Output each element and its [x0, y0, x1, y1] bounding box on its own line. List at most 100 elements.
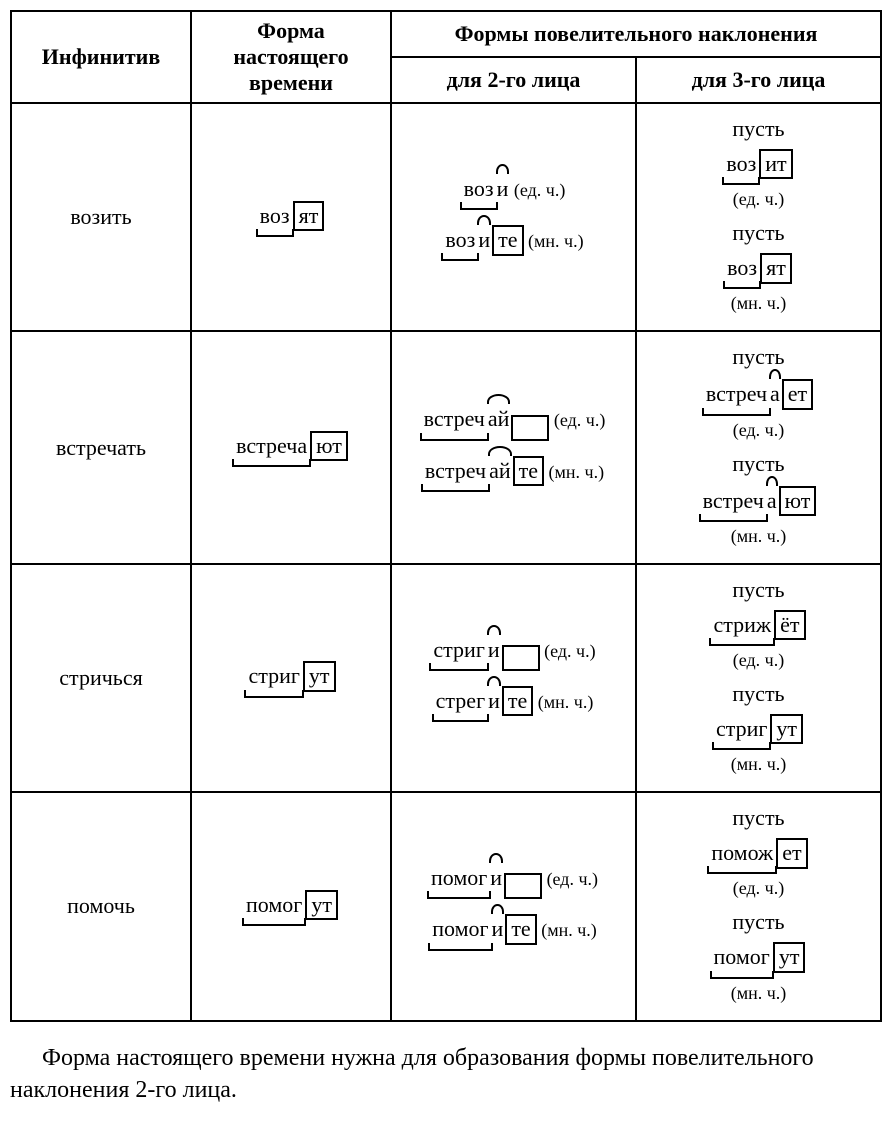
morpheme-suffix: и [477, 220, 491, 257]
morpheme-ending: те [513, 456, 544, 486]
morpheme-suffix: и [487, 630, 501, 667]
morpheme-ending [511, 415, 549, 441]
morpheme-base: воз [725, 250, 759, 289]
cell-present: встречают [191, 331, 391, 563]
cell-infinitive: помочь [11, 792, 191, 1020]
cell-infinitive: возить [11, 103, 191, 331]
morpheme-ending: ут [305, 890, 338, 920]
particle-pust: пусть [732, 116, 784, 141]
number-note: (мн. ч.) [645, 754, 872, 775]
morpheme-ending: ит [759, 149, 792, 179]
cell-present: помогут [191, 792, 391, 1020]
morpheme-base: стрег [434, 683, 487, 722]
morpheme-ending: ёт [774, 610, 805, 640]
number-note: (мн. ч.) [524, 231, 584, 251]
number-note: (ед. ч.) [542, 869, 598, 889]
morpheme-base: встреча [234, 428, 309, 467]
morpheme-base: встреч [704, 376, 769, 415]
number-note: (мн. ч.) [544, 462, 604, 482]
header-2nd-person: для 2-го лица [391, 57, 636, 103]
cell-2nd-person: встречай (ед. ч.)встречайте (мн. ч.) [391, 331, 636, 563]
verb-forms-table: Инфинитив Форма настоящего времени Формы… [10, 10, 882, 1022]
morpheme-ending [502, 645, 540, 671]
particle-pust: пусть [732, 577, 784, 602]
cell-2nd-person: стриги (ед. ч.) стрегите (мн. ч.) [391, 564, 636, 792]
number-note: (ед. ч.) [645, 878, 872, 899]
cell-2nd-person: вози (ед. ч.)возите (мн. ч.) [391, 103, 636, 331]
morpheme-ending [504, 873, 542, 899]
cell-3rd-person: пусть встречает(ед. ч.)пусть встречают(м… [636, 331, 881, 563]
particle-pust: пусть [732, 681, 784, 706]
morpheme-base: стриж [711, 607, 773, 646]
morpheme-ending: ет [776, 838, 807, 868]
footer-note: Форма настоящего времени нужна для образ… [10, 1042, 882, 1107]
morpheme-suffix: и [489, 858, 503, 895]
morpheme-base: встреч [422, 401, 487, 440]
number-note: (мн. ч.) [537, 920, 597, 940]
number-note: (ед. ч.) [549, 410, 605, 430]
morpheme-suffix: ай [487, 399, 511, 436]
number-note: (мн. ч.) [645, 293, 872, 314]
morpheme-base: воз [443, 222, 477, 261]
morpheme-ending: те [505, 914, 536, 944]
morpheme-suffix: и [491, 909, 505, 946]
morpheme-base: стриг [714, 711, 769, 750]
cell-infinitive: встречать [11, 331, 191, 563]
cell-2nd-person: помоги (ед. ч.)помогите (мн. ч.) [391, 792, 636, 1020]
morpheme-base: воз [258, 198, 292, 237]
morpheme-suffix: а [766, 481, 778, 518]
morpheme-base: стриг [431, 632, 486, 671]
morpheme-ending: ет [782, 379, 813, 409]
number-note: (ед. ч.) [645, 650, 872, 671]
table-row: помочьпомогутпомоги (ед. ч.)помогите (мн… [11, 792, 881, 1020]
number-note: (ед. ч.) [645, 420, 872, 441]
morpheme-base: воз [462, 171, 496, 210]
morpheme-ending: ут [303, 661, 336, 691]
morpheme-suffix: и [487, 681, 501, 718]
morpheme-base: помож [709, 835, 775, 874]
morpheme-suffix: ай [488, 451, 512, 488]
morpheme-ending: ют [310, 431, 348, 461]
cell-3rd-person: пусть стрижёт (ед. ч.) пусть стригут (мн. ч… [636, 564, 881, 792]
morpheme-ending: ят [760, 253, 792, 283]
number-note: (ед. ч.) [509, 180, 565, 200]
particle-pust: пусть [732, 220, 784, 245]
cell-infinitive: стричься [11, 564, 191, 792]
cell-3rd-person: пусть возит(ед. ч.)пусть возят(мн. ч.) [636, 103, 881, 331]
morpheme-base: помог [712, 939, 772, 978]
morpheme-ending: ют [779, 486, 817, 516]
number-note: (мн. ч.) [645, 526, 872, 547]
morpheme-suffix: и [496, 169, 510, 206]
number-note: (мн. ч.) [533, 692, 593, 712]
morpheme-base: помог [430, 911, 490, 950]
cell-3rd-person: пусть поможет (ед. ч.) пусть помогут (мн. ч… [636, 792, 881, 1020]
morpheme-ending: те [502, 686, 533, 716]
morpheme-ending: ят [293, 201, 325, 231]
morpheme-ending: ут [770, 714, 803, 744]
morpheme-base: стриг [246, 658, 301, 697]
header-3rd-person: для 3-го лица [636, 57, 881, 103]
header-present: Форма настоящего времени [191, 11, 391, 103]
morpheme-base: встреч [423, 453, 488, 492]
cell-present: стригут [191, 564, 391, 792]
number-note: (ед. ч.) [540, 641, 596, 661]
morpheme-base: воз [724, 146, 758, 185]
number-note: (мн. ч.) [645, 983, 872, 1004]
table-row: стричьсястригутстриги (ед. ч.)стрегите (… [11, 564, 881, 792]
morpheme-base: помог [429, 860, 489, 899]
morpheme-ending: ут [773, 942, 806, 972]
particle-pust: пусть [732, 344, 784, 369]
table-row: возитьвозятвози (ед. ч.)возите (мн. ч.)п… [11, 103, 881, 331]
number-note: (ед. ч.) [645, 189, 872, 210]
morpheme-ending: те [492, 225, 523, 255]
table-body: возитьвозятвози (ед. ч.)возите (мн. ч.)п… [11, 103, 881, 1021]
cell-present: возят [191, 103, 391, 331]
particle-pust: пусть [732, 451, 784, 476]
morpheme-base: помог [244, 887, 304, 926]
header-imperative-group: Формы повелительного наклонения [391, 11, 881, 57]
morpheme-base: встреч [701, 483, 766, 522]
morpheme-suffix: а [769, 374, 781, 411]
particle-pust: пусть [732, 805, 784, 830]
particle-pust: пусть [732, 909, 784, 934]
table-row: встречатьвстречаютвстречай (ед. ч.)встре… [11, 331, 881, 563]
